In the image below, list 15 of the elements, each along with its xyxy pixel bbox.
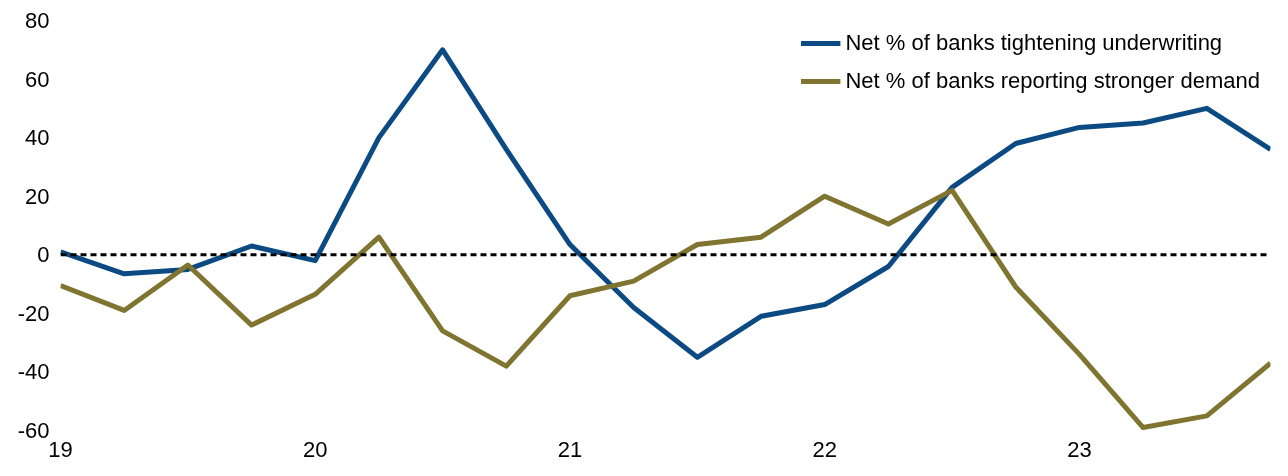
- x-tick-label: 22: [812, 436, 837, 462]
- y-tick-label: 0: [37, 242, 50, 268]
- legend-label: Net % of banks reporting stronger demand: [845, 68, 1260, 94]
- y-tick-label: -60: [17, 418, 50, 443]
- legend-label: Net % of banks tightening underwriting: [845, 30, 1223, 56]
- y-tick-label: 40: [25, 125, 50, 151]
- y-tick-label: 20: [25, 183, 50, 209]
- x-tick-label: 23: [1067, 436, 1092, 462]
- x-tick-label: 21: [557, 436, 583, 462]
- y-tick-label: -20: [17, 300, 50, 326]
- y-tick-label: 80: [25, 8, 50, 33]
- y-tick-label: -40: [17, 359, 50, 385]
- x-tick-label: 20: [303, 436, 328, 462]
- y-tick-label: 60: [25, 66, 50, 92]
- x-tick-label: 19: [48, 436, 73, 462]
